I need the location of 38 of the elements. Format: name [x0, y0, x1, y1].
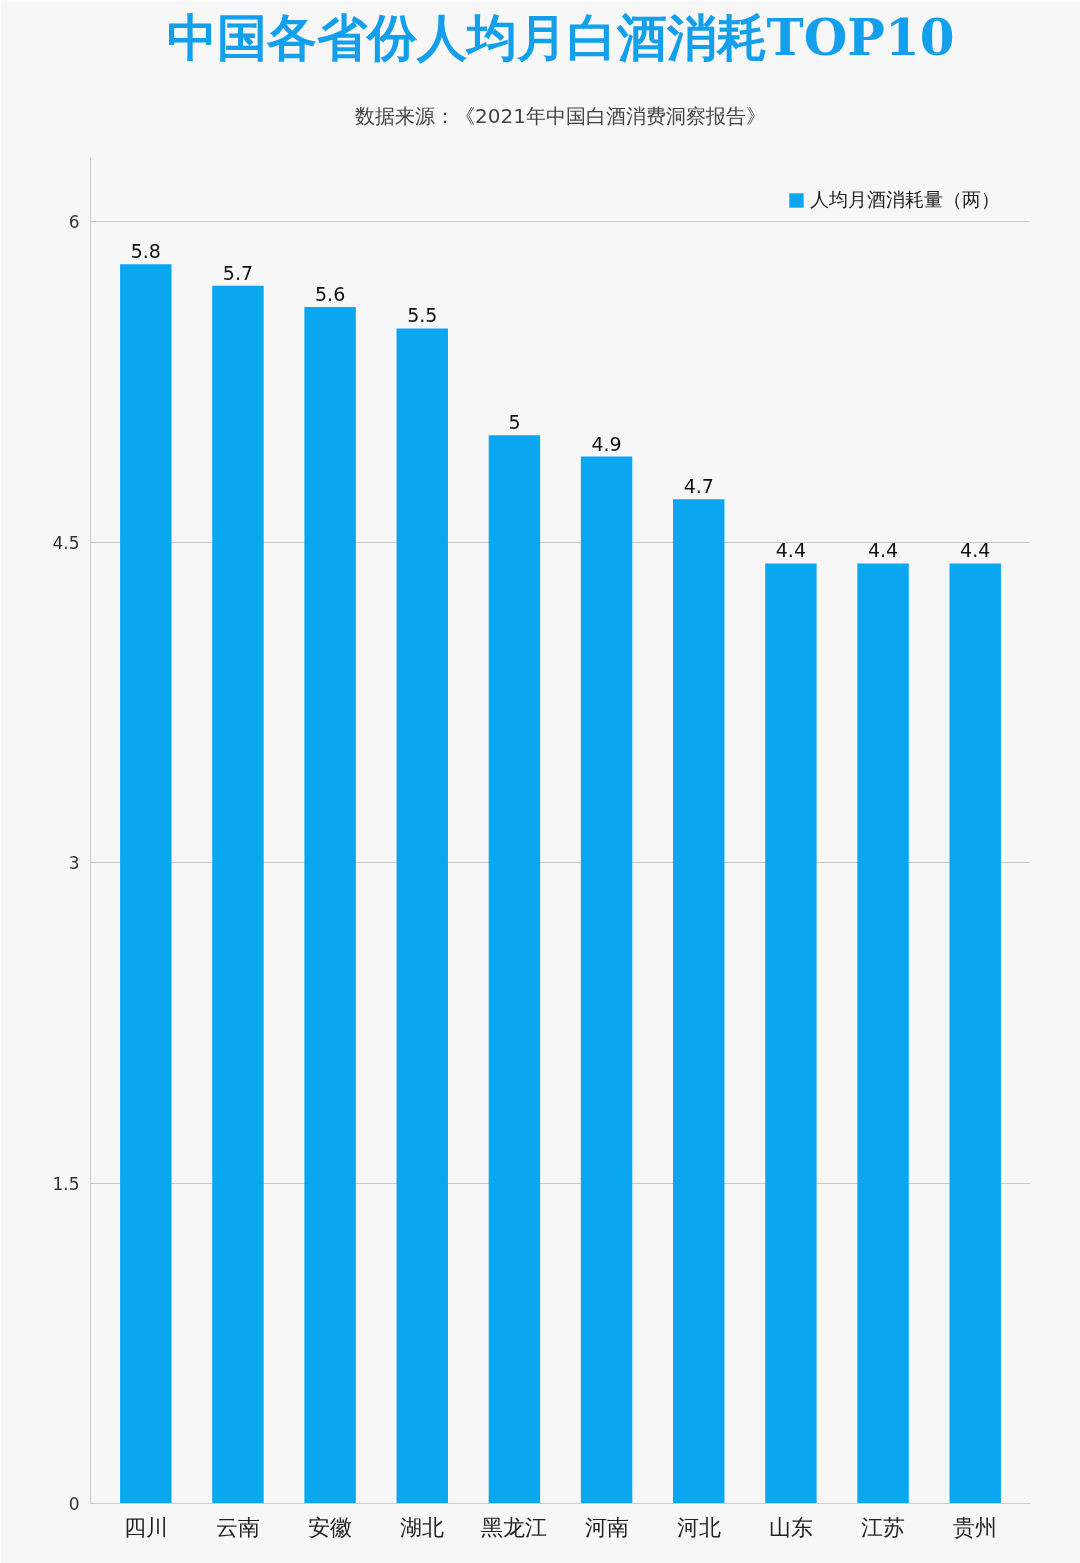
x-tick-label: 云南 — [215, 1514, 260, 1540]
data-label: 5.8 — [130, 240, 161, 263]
x-tick-label: 贵州 — [953, 1514, 998, 1540]
data-label: 5.7 — [222, 261, 254, 284]
data-label: 5.6 — [315, 283, 346, 306]
bar — [212, 285, 264, 1504]
bar — [396, 328, 448, 1504]
y-tick-label: 1.5 — [52, 1173, 80, 1194]
x-tick-label: 河南 — [584, 1514, 629, 1540]
y-tick-label: 6 — [68, 212, 80, 233]
data-label: 4.9 — [591, 432, 622, 455]
data-label: 4.4 — [775, 539, 806, 562]
x-tick-label: 山东 — [768, 1514, 813, 1540]
x-tick-label: 江苏 — [861, 1514, 906, 1540]
data-label: 5 — [508, 411, 521, 434]
y-tick-label: 0 — [68, 1494, 80, 1514]
y-tick-label: 3 — [68, 853, 80, 874]
bar — [488, 435, 541, 1504]
bar — [673, 499, 725, 1504]
chart-subtitle: 数据来源：《2021年中国白酒消费洞察报告》 — [355, 103, 766, 128]
x-tick-label: 黑龙江 — [481, 1514, 548, 1540]
bar — [765, 563, 817, 1504]
data-label: 4.4 — [867, 539, 899, 562]
data-label: 4.4 — [960, 539, 991, 562]
x-tick-label: 湖北 — [400, 1514, 445, 1540]
x-tick-label: 河北 — [676, 1514, 721, 1540]
bar — [580, 456, 633, 1504]
bar — [304, 307, 356, 1504]
data-label: 4.7 — [683, 475, 714, 498]
legend-label: 人均月酒消耗量（两） — [810, 187, 1000, 212]
bar — [120, 264, 172, 1504]
x-tick-label: 安徽 — [308, 1514, 353, 1540]
bar — [857, 563, 909, 1504]
bar — [949, 563, 1001, 1504]
data-label: 5.5 — [407, 304, 438, 327]
x-tick-label: 四川 — [123, 1514, 168, 1540]
y-tick-label: 4.5 — [52, 532, 80, 553]
chart-title: 中国各省份人均月白酒消耗TOP10 — [166, 7, 955, 67]
